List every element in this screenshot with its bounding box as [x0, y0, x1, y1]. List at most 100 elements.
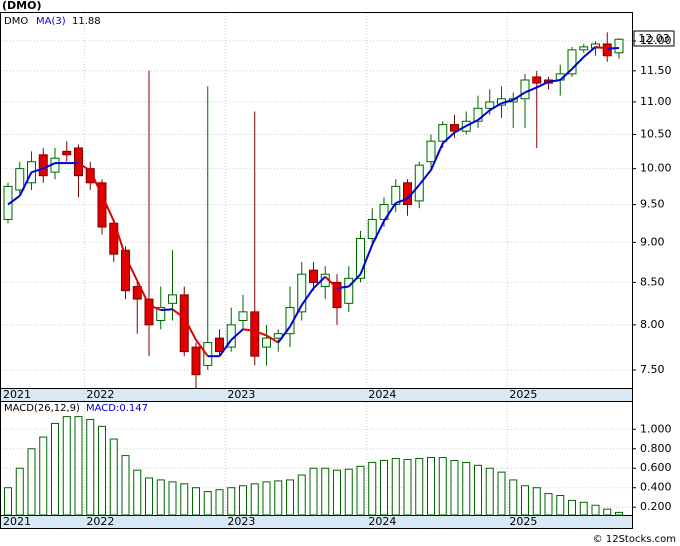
- macd-bar: [368, 461, 377, 516]
- ma-segment: [454, 125, 467, 134]
- y-tick-label: 8.50: [640, 275, 665, 288]
- candle-body: [356, 238, 365, 279]
- y-tick-label: 0.800: [640, 442, 672, 455]
- candle-body: [403, 182, 412, 206]
- ma-segment: [18, 171, 33, 197]
- ma-segment: [359, 244, 374, 275]
- y-tick-label: 0.600: [640, 461, 672, 474]
- candle-body: [262, 337, 271, 348]
- y-tick-label: 10.50: [640, 127, 672, 140]
- x-tick-label: 2023: [227, 388, 255, 401]
- macd-bar: [109, 438, 118, 516]
- macd-bar: [239, 485, 247, 516]
- macd-bar: [579, 501, 588, 516]
- candle-body: [15, 168, 25, 191]
- macd-bar: [250, 483, 259, 516]
- macd-bar: [203, 491, 212, 516]
- macd-bar: [180, 483, 189, 516]
- ma-segment: [501, 99, 514, 105]
- candle-body: [85, 168, 95, 184]
- candle-body: [579, 46, 589, 51]
- ma-segment: [595, 45, 608, 50]
- candle-body: [38, 154, 48, 177]
- candle-body: [332, 281, 342, 309]
- ma-segment: [254, 330, 267, 337]
- macd-bar: [121, 455, 130, 516]
- ma-segment: [442, 131, 456, 144]
- candle-body: [438, 124, 448, 142]
- macd-bar: [133, 469, 142, 516]
- candle-body: [179, 294, 189, 353]
- macd-bar: [62, 416, 71, 516]
- ma-segment: [418, 169, 432, 186]
- candle-body: [602, 43, 612, 57]
- x-tick-label: 2025: [509, 388, 537, 401]
- ma-segment: [406, 184, 421, 200]
- symbol: DMO: [4, 16, 28, 27]
- macd-bar: [309, 467, 318, 516]
- candle-body: [168, 294, 177, 304]
- ma-segment: [536, 80, 549, 89]
- ma-segment: [300, 287, 315, 306]
- ma-segment: [336, 285, 349, 290]
- macd-value: MACD:0.147: [86, 403, 148, 414]
- x-tick-label: 2021: [3, 515, 31, 528]
- macd-bar: [215, 489, 224, 516]
- ma-segment: [242, 328, 255, 332]
- macd-bar: [568, 499, 576, 516]
- ma-segment: [548, 79, 561, 83]
- ma-segment: [31, 167, 44, 174]
- ma-segment: [489, 102, 503, 112]
- macd-bar: [485, 467, 494, 516]
- candle-body: [156, 307, 166, 321]
- macd-bar: [262, 481, 271, 516]
- ma-segment: [136, 280, 150, 306]
- ma-segment: [607, 47, 620, 50]
- ma-segment: [324, 275, 338, 289]
- macd-bar: [15, 467, 24, 516]
- ma-segment: [430, 142, 444, 171]
- candle-body: [567, 49, 577, 75]
- macd-bar: [51, 422, 59, 516]
- candle-body: [121, 249, 130, 292]
- ma-segment: [477, 109, 491, 121]
- macd-bar: [497, 471, 506, 516]
- y-tick-label: 10.00: [640, 162, 672, 175]
- y-tick-label: 0.200: [640, 500, 672, 513]
- y-tick-label: 12.00: [640, 34, 672, 47]
- y-tick-label: 9.50: [640, 198, 665, 211]
- ma-segment: [218, 339, 233, 357]
- macd-bar: [615, 511, 623, 516]
- candle-body: [250, 311, 260, 357]
- macd-bar: [27, 448, 36, 516]
- ma-segment: [289, 304, 303, 328]
- macd-bar: [450, 459, 459, 516]
- macd-bar: [168, 481, 177, 516]
- ma-segment: [230, 328, 244, 341]
- ma-segment: [160, 308, 173, 312]
- candle-body: [132, 286, 142, 300]
- macd-bar: [556, 495, 565, 516]
- ma-value: 11.88: [72, 16, 101, 27]
- macd-bar: [344, 468, 353, 516]
- macd-bar: [145, 477, 153, 516]
- x-tick-label: 2021: [3, 388, 31, 401]
- candle-body: [203, 342, 213, 366]
- candle-body: [74, 147, 83, 177]
- y-tick-label: 11.50: [640, 64, 672, 77]
- macd-bar: [521, 485, 529, 516]
- macd-bar: [509, 479, 518, 516]
- macd-bar: [403, 458, 412, 516]
- ma-segment: [265, 334, 279, 344]
- macd-bar: [544, 493, 553, 516]
- candle-body: [144, 298, 154, 326]
- macd-bar: [192, 487, 200, 516]
- ma-segment: [583, 46, 597, 58]
- footer: © 12Stocks.com: [593, 534, 676, 545]
- macd-bar: [98, 425, 106, 516]
- ma-segment: [571, 56, 585, 70]
- macd-bar: [286, 479, 294, 516]
- last-price-box: [633, 30, 675, 47]
- macd-bar: [591, 504, 600, 516]
